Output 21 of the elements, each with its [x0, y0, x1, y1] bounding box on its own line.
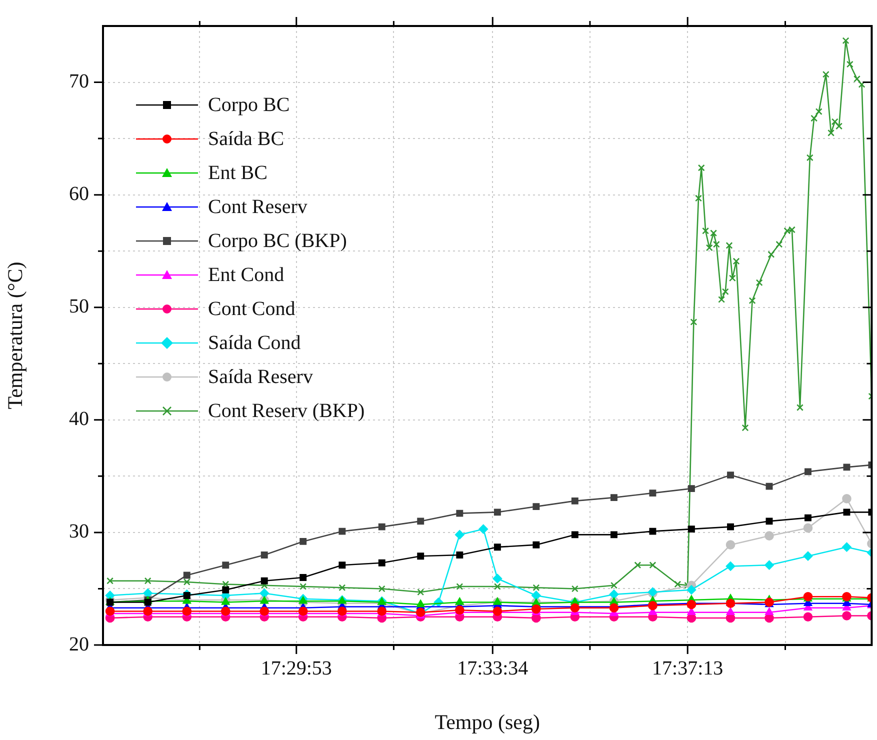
- y-axis-title: Temperatura (°C): [3, 262, 28, 410]
- legend-label: Cont Reserv (BKP): [208, 400, 365, 422]
- legend-label: Ent BC: [208, 162, 268, 184]
- x-axis-title: Tempo (seg): [434, 710, 540, 734]
- x-tick-label: 17:29:53: [260, 657, 332, 680]
- y-tick-label: 60: [69, 183, 89, 206]
- x-tick-label: 17:33:34: [457, 657, 528, 680]
- legend-label: Ent Cond: [208, 264, 284, 286]
- y-tick-label: 40: [69, 408, 89, 430]
- legend-label: Corpo BC (BKP): [208, 230, 347, 252]
- legend-label: Cont Reserv: [208, 196, 308, 218]
- legend-label: Saída BC: [208, 128, 284, 150]
- legend-label: Corpo BC: [208, 94, 290, 116]
- legend-label: Saída Reserv: [208, 366, 313, 388]
- legend-label: Cont Cond: [208, 298, 296, 320]
- legend-label: Saída Cond: [208, 332, 301, 354]
- y-tick-label: 30: [69, 520, 89, 543]
- y-tick-label: 70: [69, 70, 89, 93]
- x-tick-label: 17:37:13: [652, 657, 724, 680]
- y-tick-label: 20: [69, 633, 89, 656]
- y-tick-label: 50: [69, 296, 89, 318]
